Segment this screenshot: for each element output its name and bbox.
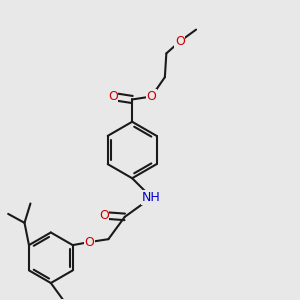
Text: O: O	[175, 35, 185, 48]
Text: O: O	[108, 90, 118, 103]
Text: NH: NH	[142, 191, 161, 204]
Text: O: O	[99, 209, 109, 222]
Text: O: O	[146, 90, 156, 103]
Text: O: O	[84, 236, 94, 249]
